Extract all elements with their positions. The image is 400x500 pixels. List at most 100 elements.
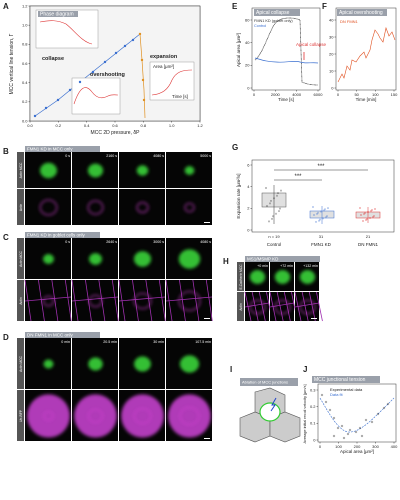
y-tick-label: 40 <box>245 40 250 45</box>
panel-label: D <box>3 333 9 342</box>
legend-entry: Experimental data <box>330 387 363 392</box>
junction <box>158 279 166 322</box>
y-tick-label: 0 <box>331 85 334 90</box>
dot <box>318 219 320 222</box>
panel-label: A <box>3 2 9 11</box>
panel-label: E <box>232 2 238 11</box>
fit-curve <box>319 397 395 433</box>
y-tick-label: 2 <box>247 206 250 211</box>
significance: *** <box>317 164 325 170</box>
x-tick-label: 0.2 <box>56 123 62 128</box>
cell <box>136 202 149 213</box>
cell <box>269 411 301 443</box>
inset-curve <box>151 69 193 96</box>
y-tick-label: 0.2 <box>310 404 316 409</box>
curve <box>254 17 319 86</box>
dot <box>273 197 275 200</box>
junction <box>51 279 59 322</box>
dot <box>359 207 361 209</box>
y-tick-label: 0.4 <box>22 80 28 85</box>
dot <box>324 400 328 404</box>
dot <box>373 215 375 217</box>
phase-point <box>141 78 145 82</box>
title-bg <box>254 9 300 16</box>
junction <box>64 279 72 322</box>
plot-frame <box>251 159 395 233</box>
junction <box>179 279 186 322</box>
dot <box>366 218 368 220</box>
x-tick-label: FMN1 KD <box>311 242 332 247</box>
junction <box>283 291 291 322</box>
y-tick-label: 1.0 <box>22 23 28 28</box>
dot <box>360 434 364 438</box>
y-tick-label: 30 <box>329 34 334 39</box>
time-stamp: 0 min <box>61 340 70 344</box>
x-axis-label: Time [min] <box>356 97 377 102</box>
cell <box>299 299 316 315</box>
dot <box>327 207 329 209</box>
panel-title: DN FMN1 in MCC only <box>27 333 74 338</box>
cell <box>43 411 54 421</box>
cell <box>87 200 104 215</box>
phase-point <box>131 38 135 42</box>
cell-glow <box>121 394 164 438</box>
junction <box>192 279 200 322</box>
inset-curve <box>73 87 119 105</box>
time-stamp: 0 s <box>65 154 70 158</box>
legend-entry: DN FMN1 <box>340 19 359 24</box>
panel-label: B <box>3 147 9 156</box>
time-stamp: 2160 s <box>106 154 117 158</box>
row-label: E-Cadherin MCC <box>239 264 243 290</box>
y-tick-label: 0.0 <box>22 118 28 123</box>
dot <box>280 189 282 192</box>
time-stamp: 107.5 min <box>195 340 211 344</box>
junction <box>205 279 213 322</box>
dot <box>369 217 371 219</box>
row-label: Actin MCC <box>19 162 23 178</box>
n-label: 31 <box>319 234 324 239</box>
x-tick-label: 100 <box>335 444 342 449</box>
y-axis-label: MCC vertical line tension, Γ <box>9 33 15 94</box>
cell <box>42 295 55 307</box>
junction <box>258 291 266 322</box>
cell <box>134 356 151 372</box>
y-tick-label: 60 <box>245 17 250 22</box>
x-tick-label: 0 <box>337 92 340 97</box>
phase-point <box>123 44 127 48</box>
x-axis-label: MCC 2D pressure, δP <box>91 130 141 136</box>
cell <box>43 254 54 264</box>
phase-point <box>138 32 142 36</box>
dot <box>367 211 369 213</box>
cell <box>179 355 200 373</box>
cell <box>179 407 200 425</box>
panel-j: J MCC junctional tension Experimental da… <box>303 365 397 454</box>
x-tick-label: 1.0 <box>169 123 175 128</box>
y-tick-label: 4 <box>247 184 250 189</box>
cell <box>88 253 103 265</box>
y-tick-label: 0 <box>247 227 250 232</box>
significance: *** <box>294 174 302 180</box>
inset-title-bg <box>38 11 78 17</box>
dot <box>358 426 362 430</box>
dot <box>340 424 344 428</box>
cell <box>178 249 201 269</box>
dot <box>278 210 280 212</box>
row-label-bg <box>17 189 24 225</box>
scale-bar <box>204 222 210 223</box>
cell-glow <box>74 394 117 438</box>
cell <box>133 251 152 267</box>
time-stamp: 4080 s <box>153 154 164 158</box>
dot <box>277 192 279 194</box>
cell <box>133 292 152 310</box>
row-label: Actin MCC <box>19 251 23 267</box>
dot <box>372 216 374 218</box>
row-label-bg <box>17 280 24 321</box>
dot <box>319 218 321 221</box>
title-bg <box>245 256 320 262</box>
plot-frame <box>251 7 321 91</box>
region-label: expansion <box>150 54 178 60</box>
y-tick-label: 20 <box>245 63 250 68</box>
image <box>166 189 212 225</box>
x-axis-label: Time [s] <box>278 97 294 102</box>
panel-title: FMN1 KD in MCC only <box>27 147 73 152</box>
